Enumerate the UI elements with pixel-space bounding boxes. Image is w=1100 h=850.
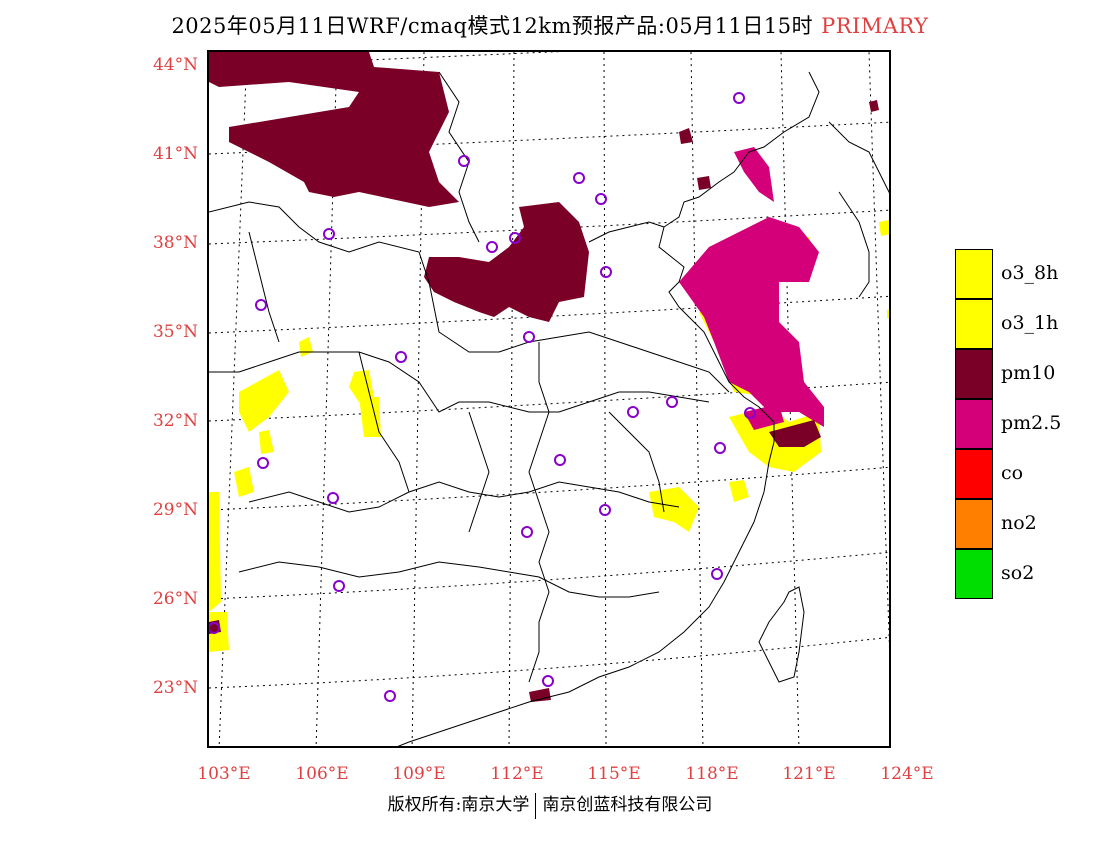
map-title: 2025年05月11日WRF/cmaq模式12km预报产品:05月11日15时 P… xyxy=(0,10,1100,40)
lat-label-35: 35°N xyxy=(152,322,198,342)
copyright-footer: 版权所有:南京大学 南京创蓝科技有限公司 xyxy=(0,790,1100,819)
lon-label-109: 109°E xyxy=(392,764,446,784)
legend-swatch-so2 xyxy=(955,549,993,599)
legend-item-no2: no2 xyxy=(955,499,1085,549)
lon-label-115: 115°E xyxy=(587,764,641,784)
copyright-right: 南京创蓝科技有限公司 xyxy=(542,795,713,815)
lat-label-23: 23°N xyxy=(152,678,198,698)
legend-swatch-o3-8h xyxy=(955,249,993,299)
pm10-areas xyxy=(209,52,879,702)
legend-swatch-pm10 xyxy=(955,349,993,399)
legend-label-pm25: pm2.5 xyxy=(1001,412,1062,434)
legend-item-pm25: pm2.5 xyxy=(955,399,1085,449)
legend-swatch-o3-1h xyxy=(955,299,993,349)
lat-label-44: 44°N xyxy=(152,55,198,75)
boundaries xyxy=(209,71,889,746)
pollutant-legend: o3_8h o3_1h pm10 pm2.5 co no2 so2 xyxy=(955,249,1085,599)
title-primary-tag: PRIMARY xyxy=(821,14,929,38)
legend-label-no2: no2 xyxy=(1001,512,1037,534)
lon-label-106: 106°E xyxy=(295,764,349,784)
legend-swatch-no2 xyxy=(955,499,993,549)
legend-label-co: co xyxy=(1001,462,1024,484)
pollution-map xyxy=(209,52,889,746)
legend-item-o3-1h: o3_1h xyxy=(955,299,1085,349)
map-panel xyxy=(207,50,891,748)
legend-label-pm10: pm10 xyxy=(1001,362,1056,384)
legend-label-o3-8h: o3_8h xyxy=(1001,262,1059,284)
legend-item-so2: so2 xyxy=(955,549,1085,599)
lon-label-112: 112°E xyxy=(490,764,544,784)
footer-divider xyxy=(535,792,537,819)
copyright-left: 版权所有:南京大学 xyxy=(387,795,530,815)
lat-label-29: 29°N xyxy=(152,500,198,520)
legend-label-o3-1h: o3_1h xyxy=(1001,312,1059,334)
lat-label-41: 41°N xyxy=(152,144,198,164)
lat-label-32: 32°N xyxy=(152,411,198,431)
lat-label-38: 38°N xyxy=(152,233,198,253)
legend-item-co: co xyxy=(955,449,1085,499)
legend-swatch-co xyxy=(955,449,993,499)
lon-label-103: 103°E xyxy=(197,764,251,784)
legend-item-pm10: pm10 xyxy=(955,349,1085,399)
legend-swatch-pm25 xyxy=(955,399,993,449)
legend-label-so2: so2 xyxy=(1001,562,1035,584)
lon-label-124: 124°E xyxy=(880,764,934,784)
title-text: 2025年05月11日WRF/cmaq模式12km预报产品:05月11日15时 xyxy=(171,14,814,38)
legend-item-o3-8h: o3_8h xyxy=(955,249,1085,299)
lon-label-121: 121°E xyxy=(782,764,836,784)
station-markers xyxy=(209,92,756,702)
lon-label-118: 118°E xyxy=(685,764,739,784)
lat-label-26: 26°N xyxy=(152,589,198,609)
